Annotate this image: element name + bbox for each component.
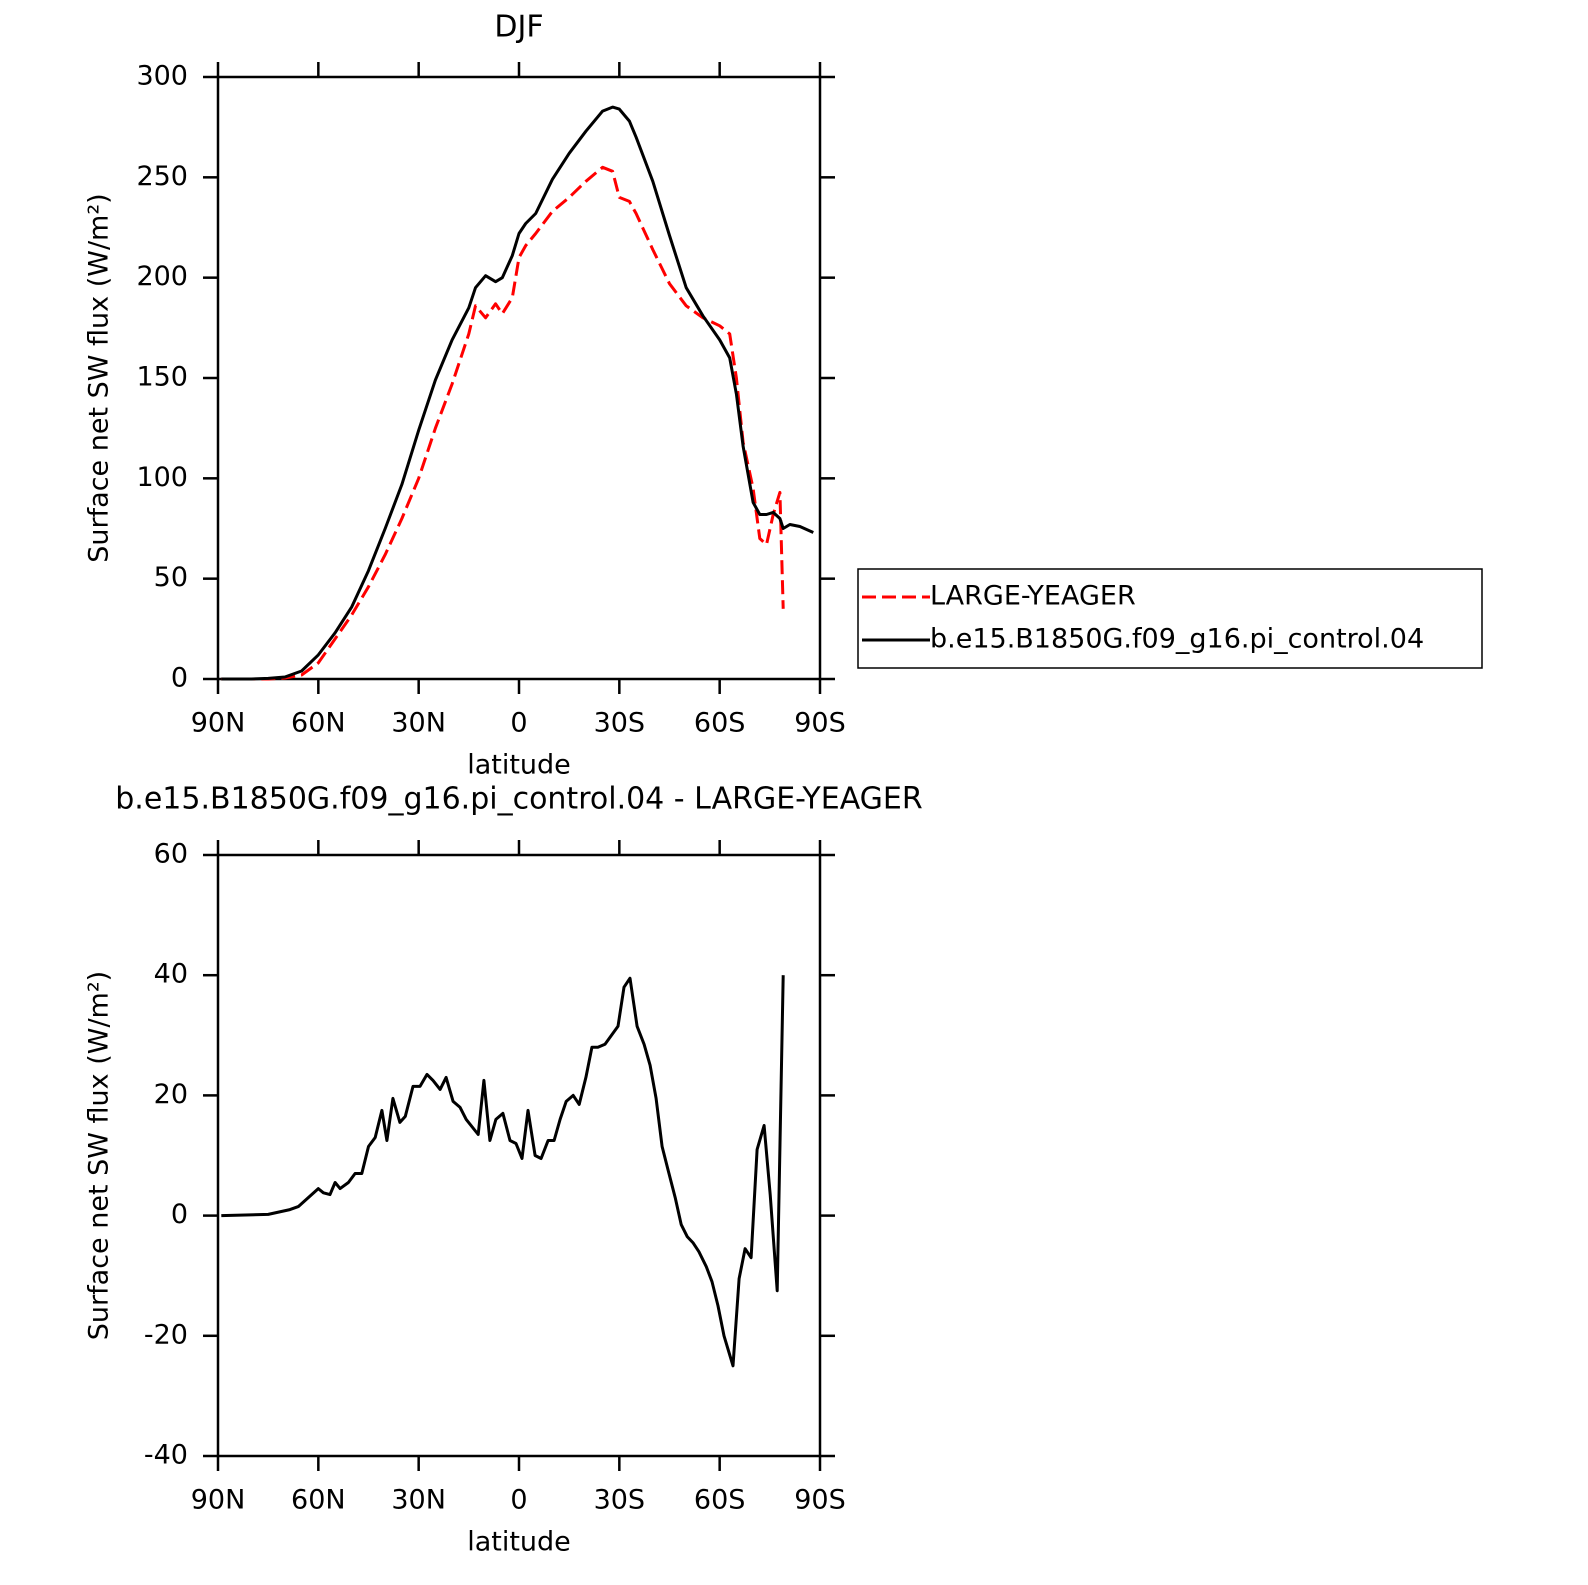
panel: b.e15.B1850G.f09_g16.pi_control.04 - LAR… bbox=[84, 782, 923, 1558]
y-axis-label: Surface net SW flux (W/m²) bbox=[84, 193, 115, 562]
x-axis-label: latitude bbox=[467, 1527, 571, 1558]
x-tick-label: 0 bbox=[510, 1485, 527, 1516]
x-tick-label: 90N bbox=[191, 1485, 246, 1516]
y-tick-label: 0 bbox=[171, 1199, 188, 1230]
x-axis-label: latitude bbox=[467, 750, 571, 781]
y-tick-label: 40 bbox=[154, 959, 188, 990]
x-tick-label: 0 bbox=[510, 708, 527, 739]
x-tick-label: 60N bbox=[291, 708, 346, 739]
legend-label: b.e15.B1850G.f09_g16.pi_control.04 bbox=[930, 624, 1424, 655]
y-tick-label: -40 bbox=[144, 1440, 188, 1471]
x-tick-label: 30S bbox=[594, 1485, 646, 1516]
y-tick-label: 20 bbox=[154, 1079, 188, 1110]
plot-frame bbox=[216, 75, 822, 681]
panel: DJF 0 50 100 150 200 250 300 90N 60N 30N 0 30S 60S 90S… bbox=[84, 10, 1483, 781]
x-tick-label: 30S bbox=[594, 708, 646, 739]
x-tick-label: 60S bbox=[694, 1485, 746, 1516]
plot-frame bbox=[216, 853, 822, 1458]
y-tick-label: 250 bbox=[136, 161, 188, 192]
y-tick-label: 50 bbox=[154, 562, 188, 593]
chart-title: DJF bbox=[494, 10, 543, 45]
x-tick-label: 30N bbox=[391, 1485, 446, 1516]
y-tick-label: 60 bbox=[154, 839, 188, 870]
x-tick-label: 30N bbox=[391, 708, 446, 739]
x-tick-label: 90S bbox=[794, 1485, 846, 1516]
chart-title: b.e15.B1850G.f09_g16.pi_control.04 - LAR… bbox=[115, 782, 922, 817]
y-tick-label: 200 bbox=[136, 261, 188, 292]
x-tick-label: 60N bbox=[291, 1485, 346, 1516]
data-line bbox=[221, 165, 785, 681]
data-line bbox=[221, 975, 785, 1368]
x-tick-label: 60S bbox=[694, 708, 746, 739]
y-tick-label: 300 bbox=[136, 61, 188, 92]
y-tick-label: 100 bbox=[136, 462, 188, 493]
x-tick-label: 90S bbox=[794, 708, 846, 739]
y-tick-label: -20 bbox=[144, 1319, 188, 1350]
x-tick-label: 90N bbox=[191, 708, 246, 739]
y-tick-label: 0 bbox=[171, 663, 188, 694]
legend-box bbox=[857, 568, 1483, 669]
data-line bbox=[221, 105, 814, 681]
legend-label: LARGE-YEAGER bbox=[930, 581, 1136, 612]
y-tick-label: 150 bbox=[136, 362, 188, 393]
y-axis-label: Surface net SW flux (W/m²) bbox=[84, 971, 115, 1340]
